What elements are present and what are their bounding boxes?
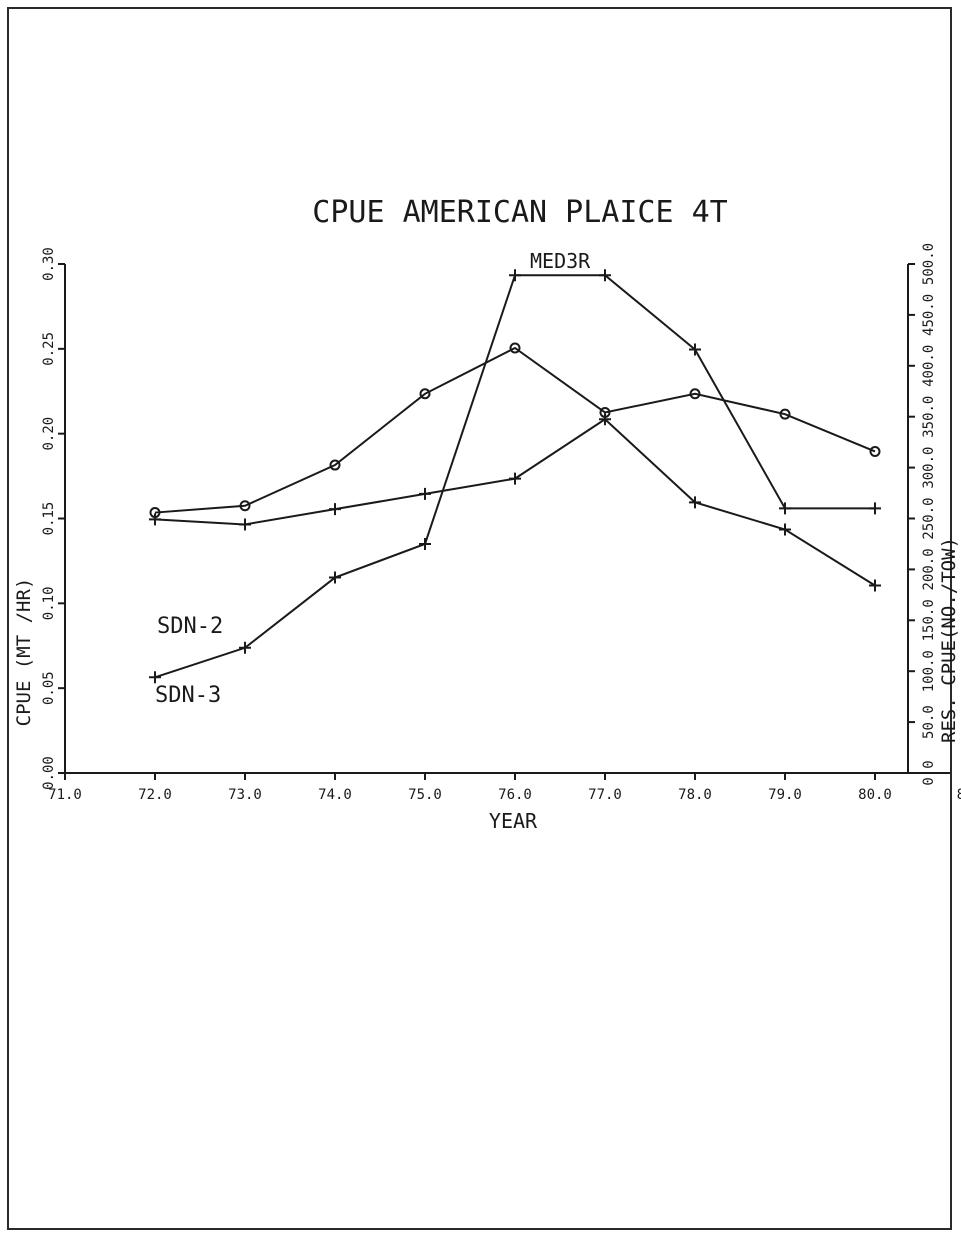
data-point-sdn-2 bbox=[779, 408, 791, 420]
y-tick-label-right: 350.0 bbox=[921, 396, 937, 438]
data-point-sdn-3 bbox=[419, 487, 431, 500]
data-point-sdn-3 bbox=[329, 503, 341, 516]
data-point-sdn-2 bbox=[509, 342, 521, 354]
y-ticks-left: 0.00 0.05 0.10 0.15 0.20 0.25 0.30 bbox=[41, 247, 65, 790]
data-point-sdn-2 bbox=[689, 388, 701, 400]
x-tick-label: 78.0 bbox=[678, 787, 712, 803]
series-line-sdn-3 bbox=[154, 417, 876, 587]
data-point-sdn-2 bbox=[329, 459, 341, 471]
series-line-sdn-2 bbox=[154, 346, 876, 514]
data-point-med3r bbox=[599, 269, 611, 282]
x-tick-label: 76.0 bbox=[498, 787, 532, 803]
data-point-med3r bbox=[149, 671, 161, 684]
x-tick-label: 72.0 bbox=[138, 787, 172, 803]
y-tick-label-left: 0.10 bbox=[41, 586, 57, 620]
x-tick-label: 77.0 bbox=[588, 787, 622, 803]
data-point-sdn-3 bbox=[509, 472, 521, 485]
x-ticks: 71.0 72.0 73.0 74.0 75.0 76.0 77.0 78.0 79.0 80.0… bbox=[48, 773, 961, 803]
series-label-sdn-3: SDN-3 bbox=[155, 683, 221, 708]
y-tick-label-right: 500.0 bbox=[921, 243, 937, 285]
x-tick-label: 73.0 bbox=[228, 787, 262, 803]
data-point-sdn-3 bbox=[779, 523, 791, 536]
y-tick-label-right: 150.0 bbox=[921, 599, 937, 641]
y-tick-label-right: 0.0 bbox=[921, 760, 937, 785]
x-tick-label: 80.0 bbox=[858, 787, 892, 803]
data-point-sdn-3 bbox=[149, 513, 161, 526]
x-tick-label: 74.0 bbox=[318, 787, 352, 803]
x-axis-label: YEAR bbox=[489, 809, 538, 833]
series-label-med3r: MED3R bbox=[530, 249, 591, 273]
data-point-sdn-2 bbox=[419, 388, 431, 400]
data-point-sdn-3 bbox=[869, 579, 881, 592]
x-tick-label: 75.0 bbox=[408, 787, 442, 803]
y-ticks-right: 0.0 50.0 100.0 150.0 200.0 250.0 300.0 350.0 400… bbox=[908, 243, 937, 786]
y-tick-label-left: 0.15 bbox=[41, 502, 57, 536]
data-point-med3r bbox=[779, 502, 791, 515]
y-axis-label-left: CPUE (MT /HR) bbox=[13, 578, 35, 727]
y-tick-label-right: 400.0 bbox=[921, 345, 937, 387]
data-point-med3r bbox=[239, 641, 251, 654]
data-point-sdn-3 bbox=[239, 518, 251, 531]
y-tick-label-left: 0.30 bbox=[41, 247, 57, 281]
series-group bbox=[149, 269, 881, 684]
y-tick-label-right: 450.0 bbox=[921, 294, 937, 336]
data-point-sdn-2 bbox=[869, 445, 881, 457]
y-tick-label-left: 0.00 bbox=[41, 756, 57, 790]
y-tick-label-left: 0.25 bbox=[41, 332, 57, 366]
x-tick-label: 71.0 bbox=[48, 787, 82, 803]
data-point-sdn-3 bbox=[599, 413, 611, 426]
data-point-sdn-2 bbox=[239, 500, 251, 512]
x-tick-label: 79.0 bbox=[768, 787, 802, 803]
y-tick-label-left: 0.05 bbox=[41, 671, 57, 705]
data-point-med3r bbox=[419, 537, 431, 550]
y-tick-label-right: 100.0 bbox=[921, 650, 937, 692]
y-tick-label-right: 250.0 bbox=[921, 497, 937, 539]
data-point-med3r bbox=[509, 269, 521, 282]
y-axis-label-right: RES. CPUE(NO./TOW) bbox=[938, 537, 960, 743]
y-tick-label-left: 0.20 bbox=[41, 417, 57, 451]
chart-title: CPUE AMERICAN PLAICE 4T bbox=[312, 195, 727, 230]
y-tick-label-right: 300.0 bbox=[921, 447, 937, 489]
data-point-med3r bbox=[689, 343, 701, 356]
data-point-med3r bbox=[869, 502, 881, 515]
y-tick-label-right: 200.0 bbox=[921, 548, 937, 590]
data-point-med3r bbox=[329, 571, 341, 584]
data-point-sdn-3 bbox=[689, 496, 701, 509]
series-label-sdn-2: SDN-2 bbox=[157, 614, 223, 639]
page-frame bbox=[7, 7, 952, 1230]
x-tick-label: 81 bbox=[957, 787, 961, 803]
y-tick-label-right: 50.0 bbox=[921, 705, 937, 739]
